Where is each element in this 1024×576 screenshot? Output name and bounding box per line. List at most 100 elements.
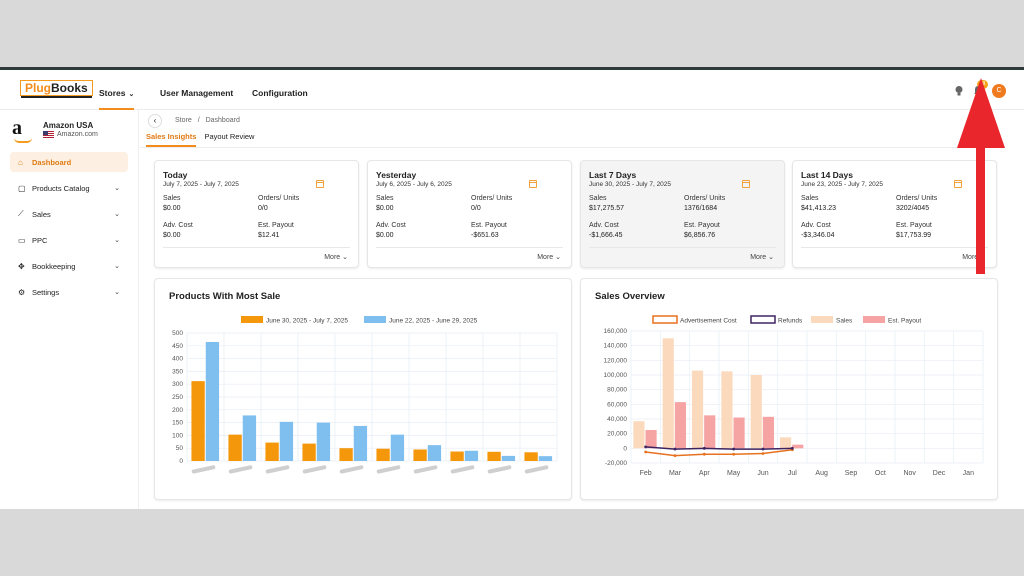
card-date-range: July 6, 2025 - July 6, 2025 xyxy=(376,181,452,188)
sales-label: Sales xyxy=(589,195,607,202)
store-name: Amazon USA xyxy=(43,121,94,130)
chevron-down-icon: ⌄ xyxy=(114,263,120,270)
card-title: Today xyxy=(163,170,188,180)
bar-previous xyxy=(316,422,331,461)
blurred-sku-label xyxy=(524,465,549,474)
main-content: ‹ Store / Dashboard Sales Insights Payou… xyxy=(140,110,1024,509)
adv-cost-value: $0.00 xyxy=(163,232,181,239)
card-icon: ▭ xyxy=(18,235,26,245)
y-tick-label: 100 xyxy=(172,432,183,439)
calendar-icon[interactable] xyxy=(529,180,537,188)
products-chart-title: Products With Most Sale xyxy=(169,291,281,302)
calendar-icon[interactable] xyxy=(954,180,962,188)
legend-swatch xyxy=(652,315,678,324)
orders-label: Orders/ Units xyxy=(684,195,726,202)
sidebar-item-ppc[interactable]: ▭ PPC ⌄ xyxy=(18,235,120,245)
gear-icon: ⚙ xyxy=(18,287,26,297)
card-title: Last 14 Days xyxy=(801,170,853,180)
more-button[interactable]: More ⌄ xyxy=(537,254,561,261)
bar-previous xyxy=(390,434,405,461)
x-tick-label: Dec xyxy=(933,470,946,477)
products-chart-panel: Products With Most Sale June 30, 2025 - … xyxy=(154,278,572,500)
sales-value: $0.00 xyxy=(163,205,181,212)
sidebar-item-dashboard[interactable]: ⌂ Dashboard xyxy=(10,152,128,172)
sidebar-item-settings[interactable]: ⚙ Settings ⌄ xyxy=(18,287,120,297)
bar-current xyxy=(450,451,464,461)
x-tick-label: Aug xyxy=(815,470,828,477)
payout-value: $6,856.76 xyxy=(684,232,716,239)
y-tick-label: 140,000 xyxy=(604,343,628,350)
bar-sales xyxy=(633,421,645,449)
chevron-down-icon: ⌄ xyxy=(768,254,774,261)
y-tick-label: 200 xyxy=(172,407,183,414)
box-icon: ▢ xyxy=(18,183,26,193)
bar-est-payout xyxy=(645,430,657,449)
us-flag-icon xyxy=(43,131,54,138)
calendar-icon[interactable] xyxy=(742,180,750,188)
calendar-icon[interactable] xyxy=(316,180,324,188)
bar-est-payout xyxy=(762,416,774,449)
adv-cost-value: -$3,346.04 xyxy=(801,232,835,239)
bar-sales xyxy=(750,375,762,449)
breadcrumb-store[interactable]: Store xyxy=(175,117,192,124)
tab-bar: Sales Insights Payout Review xyxy=(146,132,254,147)
tab-sales-insights[interactable]: Sales Insights xyxy=(146,132,197,147)
y-tick-label: 400 xyxy=(172,356,183,363)
bar-previous xyxy=(427,445,442,461)
sidebar-item-sales[interactable]: ⟋ Sales ⌄ xyxy=(18,209,120,219)
y-tick-label: 60,000 xyxy=(607,401,627,408)
y-tick-label: 0 xyxy=(179,458,183,465)
plugbooks-logo[interactable]: PlugBooks xyxy=(20,80,93,98)
bar-sales xyxy=(780,437,792,449)
back-arrow-icon[interactable]: ‹ xyxy=(148,114,162,128)
card-date-range: June 23, 2025 - July 7, 2025 xyxy=(801,181,884,188)
sidebar-item-products-catalog[interactable]: ▢ Products Catalog ⌄ xyxy=(18,183,120,193)
more-button[interactable]: More ⌄ xyxy=(324,254,348,261)
refunds-point xyxy=(761,447,765,451)
blurred-sku-label xyxy=(228,465,253,474)
user-avatar[interactable]: C xyxy=(992,84,1006,98)
advertisement-cost-point xyxy=(673,454,677,458)
y-tick-label: 120,000 xyxy=(604,357,628,364)
x-tick-label: Mar xyxy=(669,470,682,477)
more-button[interactable]: More ⌄ xyxy=(750,254,774,261)
blurred-sku-label xyxy=(413,465,438,474)
bar-previous xyxy=(353,425,368,461)
bar-est-payout xyxy=(733,417,745,449)
payout-label: Est. Payout xyxy=(684,222,720,229)
payout-label: Est. Payout xyxy=(258,222,294,229)
nav-user-management[interactable]: User Management xyxy=(160,88,234,98)
blurred-sku-label xyxy=(265,465,290,474)
legend-swatch xyxy=(863,316,885,323)
bar-est-payout xyxy=(704,415,716,449)
bar-previous xyxy=(501,455,516,461)
x-tick-label: Jun xyxy=(757,470,768,477)
advertisement-cost-point xyxy=(732,452,736,456)
tab-payout-review[interactable]: Payout Review xyxy=(204,132,255,141)
orders-label: Orders/ Units xyxy=(471,195,513,202)
nav-configuration[interactable]: Configuration xyxy=(252,88,308,98)
bar-sales xyxy=(662,338,674,449)
products-bar-chart: June 30, 2025 - July 7, 2025 June 22, 202… xyxy=(172,316,558,474)
refunds-point xyxy=(644,445,648,449)
bar-current xyxy=(413,449,427,461)
summary-card-last-7-days: Last 7 Days June 30, 2025 - July 7, 2025 S… xyxy=(580,160,785,268)
nav-stores[interactable]: Stores ⌄ xyxy=(99,88,135,110)
bar-current xyxy=(524,452,538,461)
bar-current xyxy=(228,434,242,461)
sidebar-item-bookkeeping[interactable]: ✥ Bookkeeping ⌄ xyxy=(18,261,120,271)
card-date-range: July 7, 2025 - July 7, 2025 xyxy=(163,181,239,188)
sales-overview-chart: Advertisement Cost Refunds Sales Est. Payou… xyxy=(604,315,984,477)
sales-label: Sales xyxy=(801,195,819,202)
orders-value: 3202/4045 xyxy=(896,205,930,212)
advertisement-cost-point xyxy=(644,450,648,454)
lightbulb-icon[interactable] xyxy=(954,85,964,97)
card-title: Last 7 Days xyxy=(589,170,637,180)
summary-card-today: Today July 7, 2025 - July 7, 2025 Sales $0.… xyxy=(154,160,359,268)
bar-current xyxy=(487,451,501,461)
y-tick-label: -20,000 xyxy=(605,460,627,467)
bar-previous xyxy=(538,456,553,461)
y-tick-label: 40,000 xyxy=(607,416,627,423)
x-tick-label: Feb xyxy=(640,470,652,477)
sales-label: Sales xyxy=(376,195,394,202)
